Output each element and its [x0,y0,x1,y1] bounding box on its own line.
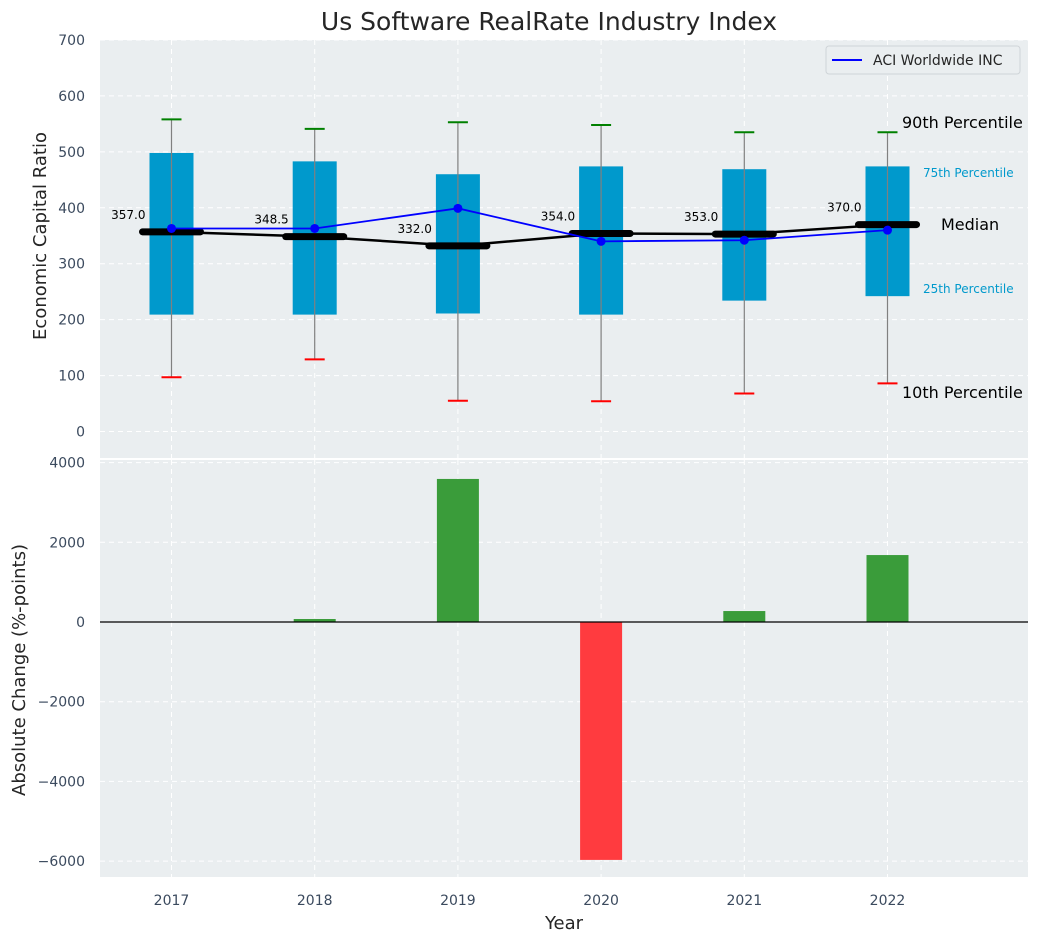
median-value-label: 332.0 [398,222,432,236]
y-tick-label: 4000 [49,456,85,472]
annotation-p75: 75th Percentile [923,166,1014,180]
company-data-point [167,223,176,233]
x-tick-label: 2019 [440,893,476,909]
y-tick-label: 0 [76,425,85,441]
y-tick-label: −6000 [38,854,85,870]
x-axis-label: Year [544,913,584,934]
y-tick-label: −4000 [38,774,85,790]
y-tick-label: 600 [58,89,85,105]
boxplot-lines: 357.0 348.5 332.0 354.0 353.0 370.0 [111,201,920,250]
y-tick-label: −2000 [38,695,85,711]
y-tick-label: 2000 [49,535,85,551]
boxplot-y-axis-label: Economic Capital Ratio [30,132,51,340]
annotation-p25: 25th Percentile [923,282,1014,296]
y-tick-label: 0 [76,615,85,631]
y-tick-label: 200 [58,313,85,329]
x-tick-label: 2017 [154,893,190,909]
annotation-p10: 10th Percentile [902,383,1023,402]
company-data-point [883,225,892,235]
median-value-label: 353.0 [684,210,718,224]
change-bar [723,611,766,622]
change-bar [436,478,479,622]
y-tick-label: 500 [58,145,85,161]
x-tick-label: 2018 [297,893,333,909]
change-bar [866,555,909,622]
company-series-line [171,207,888,243]
median-value-label: 354.0 [541,210,575,224]
bar-panel-background [100,460,1028,877]
x-ticks: 2017 2018 2019 2020 2021 2022 [154,893,906,909]
median-value-label: 370.0 [827,201,861,215]
company-data-point [310,223,320,233]
y-tick-label: 100 [58,369,85,385]
legend-entry-aci-worldwide: ACI Worldwide INC [873,53,1003,69]
bar-y-axis-label: Absolute Change (%-points) [9,544,30,796]
boxplot-y-ticks: 0 100 200 300 400 500 600 700 [58,33,85,441]
y-tick-label: 400 [58,201,85,217]
y-tick-label: 700 [58,33,85,49]
median-value-label: 357.0 [111,208,145,222]
change-bars [100,458,1028,860]
annotation-median: Median [941,215,999,234]
chart-title: Us Software RealRate Industry Index [321,7,777,36]
x-tick-label: 2020 [583,893,619,909]
company-data-point [453,203,463,213]
y-tick-label: 300 [58,257,85,273]
bar-y-ticks: −6000 −4000 −2000 0 2000 4000 [38,456,85,870]
legend: ACI Worldwide INC [825,45,1021,75]
change-bar [293,619,336,622]
annotation-p90: 90th Percentile [902,113,1023,132]
change-bar-panel: −6000 −4000 −2000 0 2000 4000 2017 2018 2019 202… [9,456,1028,934]
company-data-point [596,236,606,246]
x-tick-label: 2022 [870,893,906,909]
legend-box [825,45,1021,75]
x-tick-label: 2021 [726,893,762,909]
company-data-point [739,235,749,245]
median-value-label: 348.5 [254,213,288,227]
change-bar [580,622,623,860]
percentile-annotations: 90th Percentile 75th Percentile Median 2… [902,113,1023,402]
